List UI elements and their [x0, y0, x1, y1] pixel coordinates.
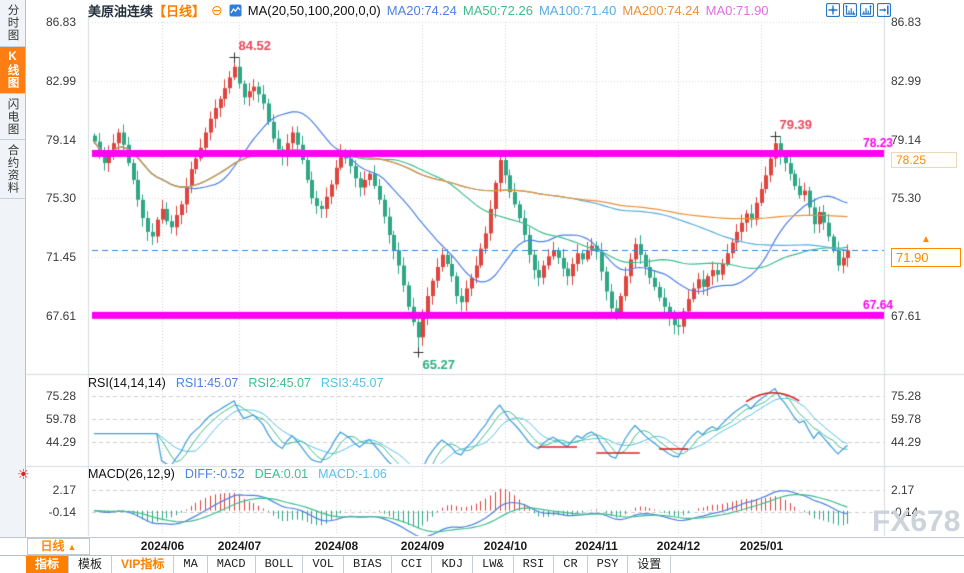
tab-vol[interactable]: VOL: [303, 556, 345, 573]
month-label: 2024/06: [140, 539, 185, 553]
indicator-toolbar: 指标 模板 VIP指标 MA MACD BOLL VOL BIAS CCI KD…: [0, 555, 964, 573]
triangle-up-icon: ▲: [67, 542, 77, 552]
rsi2-value: RSI2:45.07: [248, 376, 311, 390]
macd-value: MACD:-1.06: [318, 467, 387, 481]
tab-cci[interactable]: CCI: [392, 556, 433, 573]
ma100-value: MA100:71.40: [538, 2, 617, 18]
macd-formula: MACD(26,12,9): [88, 467, 175, 481]
fx678-watermark: FX678: [872, 505, 961, 538]
tab-lw[interactable]: LW&: [473, 556, 514, 573]
ma200-value: MA200:74.24: [622, 2, 700, 18]
tab-template[interactable]: 模板: [69, 556, 113, 573]
tab-settings[interactable]: 设置: [628, 556, 672, 573]
sidebar-item-lightning-chart[interactable]: 闪电图: [0, 94, 25, 140]
chart-tools: [826, 3, 891, 17]
ma20-value: MA20:74.24: [386, 2, 457, 18]
month-label: 2024/08: [314, 539, 359, 553]
macd-legend: MACD(26,12,9) DIFF:-0.52 DEA:0.01 MACD:-…: [88, 467, 387, 481]
left-sidebar: 分时图 K线图 闪电图 合约资料: [0, 0, 26, 573]
month-label: 2024/10: [483, 539, 528, 553]
indicator-alert-icon[interactable]: ☀: [17, 466, 30, 482]
rsi-formula: RSI(14,14,14): [88, 376, 166, 390]
collapse-icon[interactable]: ⊖: [211, 2, 223, 18]
tab-bias[interactable]: BIAS: [344, 556, 392, 573]
month-label: 2025/01: [739, 539, 784, 553]
sidebar-item-time-chart[interactable]: 分时图: [0, 0, 25, 47]
ma-formula: MA(20,50,100,200,0,0): [247, 2, 381, 18]
tab-macd[interactable]: MACD: [208, 556, 256, 573]
rsi1-value: RSI1:45.07: [175, 376, 239, 390]
tab-rsi[interactable]: RSI: [514, 556, 555, 573]
price-up-arrow-icon: ▲: [921, 234, 931, 245]
ma0-value: MA0:71.90: [705, 2, 769, 18]
month-label: 2024/12: [656, 539, 701, 553]
month-label: 2024/09: [400, 539, 445, 553]
ma50-value: MA50:72.26: [462, 2, 533, 18]
current-price-tag: 71.90: [891, 248, 961, 267]
kline-chart-icon: [229, 4, 242, 16]
time-axis-bar: 日线 ▲ 2024/06 2024/07 2024/08 2024/09 2024/10 2…: [0, 537, 964, 555]
symbol-title: 美原油连续【日线】: [88, 3, 206, 19]
rsi-legend: RSI(14,14,14) RSI1:45.07 RSI2:45.07 RSI3…: [88, 376, 383, 390]
crosshair-tool-icon[interactable]: [826, 3, 840, 17]
month-label: 2024/11: [575, 539, 618, 553]
tab-ma[interactable]: MA: [174, 556, 208, 573]
settlement-price-tag: 78.25: [891, 152, 957, 168]
tab-kdj[interactable]: KDJ: [432, 556, 474, 573]
period-selector[interactable]: 日线 ▲: [27, 538, 90, 555]
expand-right-icon[interactable]: [877, 3, 891, 17]
tab-boll[interactable]: BOLL: [256, 556, 304, 573]
sidebar-item-contract-info[interactable]: 合约资料: [0, 140, 25, 199]
tab-psy[interactable]: PSY: [588, 556, 629, 573]
chart-header: 美原油连续【日线】 ⊖ MA(20,50,100,200,0,0) MA20:7…: [88, 0, 769, 20]
tab-cr[interactable]: CR: [554, 556, 588, 573]
axis-scale-left-icon[interactable]: [843, 3, 857, 17]
axis-scale-right-icon[interactable]: [860, 3, 874, 17]
dea-value: DEA:0.01: [254, 467, 309, 481]
sidebar-item-kline-chart[interactable]: K线图: [0, 46, 25, 94]
rsi3-value: RSI3:45.07: [320, 376, 384, 390]
month-label: 2024/07: [217, 539, 262, 553]
tab-vip-indicator[interactable]: VIP指标: [112, 556, 175, 573]
tab-indicator[interactable]: 指标: [26, 556, 70, 573]
diff-value: DIFF:-0.52: [184, 467, 245, 481]
